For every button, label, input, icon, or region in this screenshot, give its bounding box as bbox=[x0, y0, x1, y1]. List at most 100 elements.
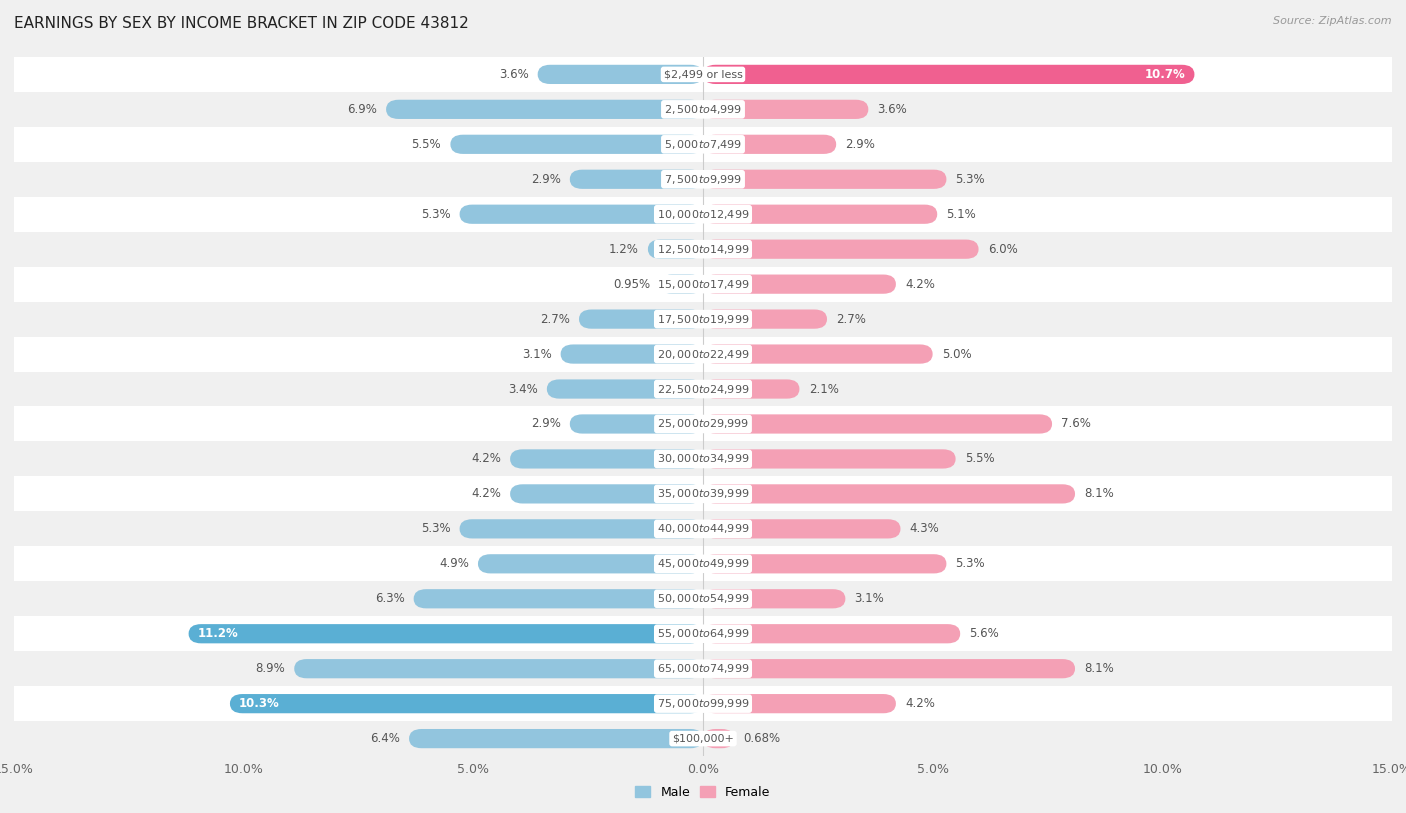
FancyBboxPatch shape bbox=[478, 554, 703, 573]
Text: 5.5%: 5.5% bbox=[965, 453, 994, 465]
Text: 8.9%: 8.9% bbox=[256, 663, 285, 675]
Bar bbox=[14, 546, 1392, 581]
Text: $100,000+: $100,000+ bbox=[672, 733, 734, 744]
FancyBboxPatch shape bbox=[569, 170, 703, 189]
Text: $10,000 to $12,499: $10,000 to $12,499 bbox=[657, 208, 749, 220]
FancyBboxPatch shape bbox=[703, 100, 869, 119]
FancyBboxPatch shape bbox=[510, 450, 703, 468]
Text: 3.4%: 3.4% bbox=[508, 383, 537, 395]
FancyBboxPatch shape bbox=[703, 520, 900, 538]
FancyBboxPatch shape bbox=[703, 659, 1076, 678]
Bar bbox=[14, 92, 1392, 127]
FancyBboxPatch shape bbox=[409, 729, 703, 748]
FancyBboxPatch shape bbox=[703, 485, 1076, 503]
FancyBboxPatch shape bbox=[703, 694, 896, 713]
FancyBboxPatch shape bbox=[561, 345, 703, 363]
Bar bbox=[14, 162, 1392, 197]
Text: 6.3%: 6.3% bbox=[375, 593, 405, 605]
Bar bbox=[14, 441, 1392, 476]
Bar bbox=[14, 372, 1392, 406]
Text: 4.2%: 4.2% bbox=[471, 453, 501, 465]
Text: 11.2%: 11.2% bbox=[198, 628, 239, 640]
Text: 2.9%: 2.9% bbox=[530, 173, 561, 185]
Text: $5,000 to $7,499: $5,000 to $7,499 bbox=[664, 138, 742, 150]
FancyBboxPatch shape bbox=[703, 450, 956, 468]
Bar bbox=[14, 616, 1392, 651]
FancyBboxPatch shape bbox=[569, 415, 703, 433]
Text: $7,500 to $9,999: $7,500 to $9,999 bbox=[664, 173, 742, 185]
Text: 7.6%: 7.6% bbox=[1062, 418, 1091, 430]
FancyBboxPatch shape bbox=[413, 589, 703, 608]
Bar bbox=[14, 302, 1392, 337]
Text: $2,499 or less: $2,499 or less bbox=[664, 69, 742, 80]
FancyBboxPatch shape bbox=[703, 205, 938, 224]
Text: 4.3%: 4.3% bbox=[910, 523, 939, 535]
Text: 5.5%: 5.5% bbox=[412, 138, 441, 150]
Text: $40,000 to $44,999: $40,000 to $44,999 bbox=[657, 523, 749, 535]
Text: 4.2%: 4.2% bbox=[905, 698, 935, 710]
FancyBboxPatch shape bbox=[648, 240, 703, 259]
Text: 0.95%: 0.95% bbox=[613, 278, 650, 290]
FancyBboxPatch shape bbox=[703, 729, 734, 748]
Bar bbox=[14, 721, 1392, 756]
FancyBboxPatch shape bbox=[703, 275, 896, 293]
Text: 10.7%: 10.7% bbox=[1144, 68, 1185, 80]
FancyBboxPatch shape bbox=[537, 65, 703, 84]
Text: EARNINGS BY SEX BY INCOME BRACKET IN ZIP CODE 43812: EARNINGS BY SEX BY INCOME BRACKET IN ZIP… bbox=[14, 16, 468, 31]
Bar bbox=[14, 581, 1392, 616]
Text: 3.6%: 3.6% bbox=[877, 103, 907, 115]
Text: 1.2%: 1.2% bbox=[609, 243, 638, 255]
Text: 5.1%: 5.1% bbox=[946, 208, 976, 220]
FancyBboxPatch shape bbox=[510, 485, 703, 503]
FancyBboxPatch shape bbox=[294, 659, 703, 678]
Bar bbox=[14, 57, 1392, 92]
FancyBboxPatch shape bbox=[703, 170, 946, 189]
Bar bbox=[14, 232, 1392, 267]
FancyBboxPatch shape bbox=[579, 310, 703, 328]
FancyBboxPatch shape bbox=[450, 135, 703, 154]
Text: 6.4%: 6.4% bbox=[370, 733, 399, 745]
Text: 5.3%: 5.3% bbox=[956, 558, 986, 570]
Bar bbox=[14, 651, 1392, 686]
Text: 2.1%: 2.1% bbox=[808, 383, 838, 395]
Text: $55,000 to $64,999: $55,000 to $64,999 bbox=[657, 628, 749, 640]
FancyBboxPatch shape bbox=[460, 520, 703, 538]
Text: 2.9%: 2.9% bbox=[845, 138, 876, 150]
FancyBboxPatch shape bbox=[659, 275, 703, 293]
Text: 5.6%: 5.6% bbox=[969, 628, 1000, 640]
Bar bbox=[14, 511, 1392, 546]
Bar bbox=[14, 337, 1392, 372]
Legend: Male, Female: Male, Female bbox=[636, 786, 770, 799]
FancyBboxPatch shape bbox=[703, 380, 800, 398]
Text: 4.2%: 4.2% bbox=[905, 278, 935, 290]
Text: 3.1%: 3.1% bbox=[855, 593, 884, 605]
FancyBboxPatch shape bbox=[547, 380, 703, 398]
Text: 2.7%: 2.7% bbox=[540, 313, 569, 325]
Text: 6.9%: 6.9% bbox=[347, 103, 377, 115]
Text: 4.9%: 4.9% bbox=[439, 558, 468, 570]
Text: 6.0%: 6.0% bbox=[988, 243, 1018, 255]
Text: $50,000 to $54,999: $50,000 to $54,999 bbox=[657, 593, 749, 605]
FancyBboxPatch shape bbox=[703, 415, 1052, 433]
FancyBboxPatch shape bbox=[460, 205, 703, 224]
Text: 0.68%: 0.68% bbox=[744, 733, 780, 745]
FancyBboxPatch shape bbox=[387, 100, 703, 119]
Text: 4.2%: 4.2% bbox=[471, 488, 501, 500]
Text: $2,500 to $4,999: $2,500 to $4,999 bbox=[664, 103, 742, 115]
Text: 5.3%: 5.3% bbox=[420, 523, 450, 535]
Text: 5.3%: 5.3% bbox=[420, 208, 450, 220]
Text: $45,000 to $49,999: $45,000 to $49,999 bbox=[657, 558, 749, 570]
Text: $75,000 to $99,999: $75,000 to $99,999 bbox=[657, 698, 749, 710]
FancyBboxPatch shape bbox=[703, 624, 960, 643]
Bar bbox=[14, 267, 1392, 302]
FancyBboxPatch shape bbox=[188, 624, 703, 643]
FancyBboxPatch shape bbox=[703, 554, 946, 573]
Text: $12,500 to $14,999: $12,500 to $14,999 bbox=[657, 243, 749, 255]
Text: $17,500 to $19,999: $17,500 to $19,999 bbox=[657, 313, 749, 325]
Text: 10.3%: 10.3% bbox=[239, 698, 280, 710]
Text: 8.1%: 8.1% bbox=[1084, 488, 1114, 500]
Text: $30,000 to $34,999: $30,000 to $34,999 bbox=[657, 453, 749, 465]
FancyBboxPatch shape bbox=[703, 65, 1195, 84]
Text: Source: ZipAtlas.com: Source: ZipAtlas.com bbox=[1274, 16, 1392, 26]
Text: $35,000 to $39,999: $35,000 to $39,999 bbox=[657, 488, 749, 500]
